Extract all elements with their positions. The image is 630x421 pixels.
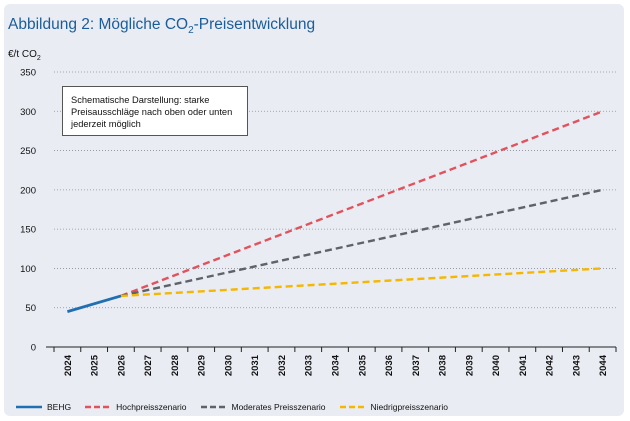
x-tick-label: 2029 [197,355,208,376]
series-behg [66,294,122,313]
x-tick-label: 2042 [545,355,556,376]
legend-item: BEHG [16,402,71,412]
x-axis: 2024 2025 2026 2027 2028 2029 2030 2031 2032 2033… [46,346,617,376]
series-lines [66,110,604,313]
legend-swatch [85,405,112,409]
series-hochpreisszenario [120,110,604,298]
x-tick-label: 2026 [116,355,127,376]
chart-frame: Abbildung 2: Mögliche CO2-Preisentwicklu… [4,4,624,416]
x-tick-label: 2025 [90,354,101,376]
legend-label: BEHG [47,402,72,412]
x-tick-label: 2024 [63,354,74,376]
y-tick-label: 200 [20,185,36,196]
x-tick-label: 2028 [170,355,181,376]
x-tick-label: 2033 [304,355,315,376]
y-tick-label: 250 [20,146,36,157]
x-tick-label: 2031 [250,354,261,376]
legend-label: Niedrigpreisszenario [370,402,448,412]
legend: BEHG Hochpreisszenario Moderates Preisszen… [16,402,462,412]
y-tick-label: 0 [31,343,36,354]
y-tick-label: 300 [20,107,36,118]
x-tick-label: 2036 [384,355,395,376]
x-tick-label: 2037 [411,355,422,376]
x-tick-label: 2030 [223,355,234,376]
legend-swatch [16,405,42,409]
legend-item: Moderates Preisszenario [200,402,326,412]
x-tick-label: 2038 [438,355,449,376]
legend-swatch [339,405,366,409]
series-niedrigpreisszenario [120,267,603,298]
legend-item: Niedrigpreisszenario [339,402,448,412]
y-tick-label: 150 [20,225,36,236]
x-tick-label: 2032 [277,355,288,376]
x-tick-label: 2035 [357,354,368,376]
legend-item: Hochpreisszenario [85,402,187,412]
y-tick-label: 350 [20,68,36,79]
legend-label: Moderates Preisszenario [231,402,326,412]
x-tick-label: 2039 [464,355,475,376]
y-tick-label: 50 [25,303,36,314]
x-tick-label: 2043 [571,355,582,376]
chart-title: Abbildung 2: Mögliche CO2-Preisentwicklu… [8,16,316,37]
x-tick-label: 2027 [143,355,154,376]
annotation-box: Schematische Darstellung: starke Preisau… [62,86,248,136]
legend-label: Hochpreisszenario [116,402,187,412]
series-moderates-preisszenario [120,188,603,298]
y-axis-label: €/t CO2 [8,49,41,62]
x-tick-label: 2044 [598,354,609,376]
legend-swatch [200,405,227,409]
x-tick-label: 2040 [491,355,502,376]
x-tick-label: 2041 [518,354,529,376]
y-tick-label: 100 [20,264,36,275]
x-tick-label: 2034 [331,354,342,376]
